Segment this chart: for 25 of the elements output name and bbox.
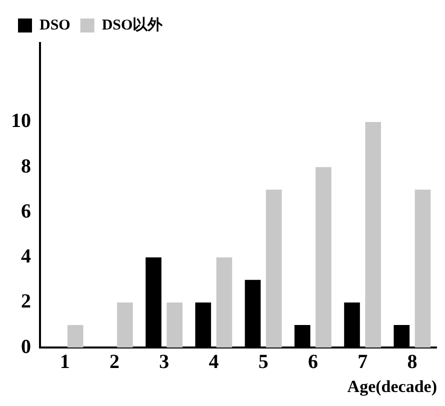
x-tick-label: 2 xyxy=(109,350,120,373)
x-tick-label: 6 xyxy=(308,350,318,373)
y-tick-label: 8 xyxy=(21,155,31,178)
x-tick-label: 3 xyxy=(159,350,170,373)
y-tick-label: 2 xyxy=(21,290,31,313)
x-tick-label: 4 xyxy=(208,350,219,373)
bar xyxy=(216,257,232,348)
x-tick-label: 8 xyxy=(407,350,418,373)
bar xyxy=(67,325,84,348)
bar xyxy=(365,122,382,348)
x-tick-label: 7 xyxy=(358,350,368,373)
bar xyxy=(316,167,332,348)
bar xyxy=(414,190,431,348)
y-tick-label: 10 xyxy=(11,110,31,132)
y-tick-label: 0 xyxy=(21,336,31,358)
y-tick-label: 4 xyxy=(21,246,31,268)
x-axis-title: Age(decade) xyxy=(347,377,437,396)
x-tick-label: 1 xyxy=(60,350,70,373)
legend-label: DSO xyxy=(40,17,70,34)
bar xyxy=(266,190,282,348)
y-tick-label: 6 xyxy=(21,200,31,222)
x-tick-label: 5 xyxy=(258,350,268,373)
bar xyxy=(166,302,183,348)
legend-label: DSO以外 xyxy=(102,16,164,34)
bar xyxy=(117,302,133,348)
